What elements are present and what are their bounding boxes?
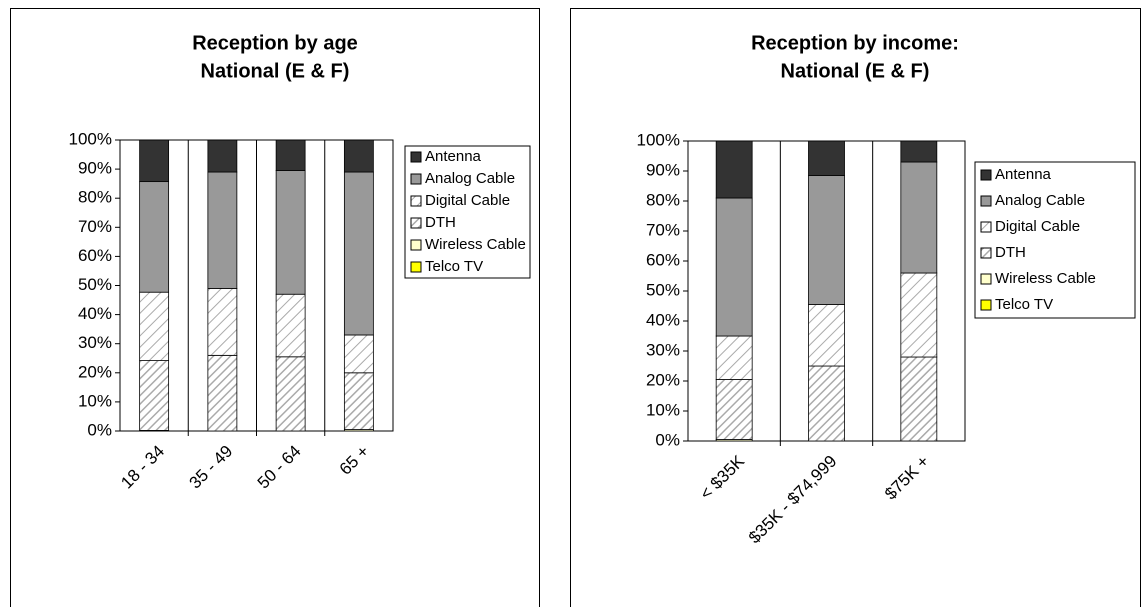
legend-label: Antenna xyxy=(995,166,1052,183)
legend-swatch xyxy=(410,151,422,163)
y-tick-label: 0% xyxy=(87,420,112,439)
bar-segment xyxy=(715,197,753,337)
bar-segment xyxy=(715,379,753,440)
legend-swatch xyxy=(980,195,992,207)
legend-label: Antenna xyxy=(425,148,482,165)
y-tick-label: 80% xyxy=(78,188,112,207)
legend-label: Analog Cable xyxy=(425,170,515,187)
y-tick-label: 20% xyxy=(646,370,680,389)
bar-segment xyxy=(808,304,845,367)
legend-swatch xyxy=(980,169,992,181)
legend-swatch xyxy=(980,221,992,233)
y-tick-label: 50% xyxy=(646,280,680,299)
bar-segment xyxy=(715,140,753,199)
legend-swatch xyxy=(980,273,992,285)
y-tick-label: 60% xyxy=(78,246,112,265)
legend-label: Wireless Cable xyxy=(425,236,526,253)
bar-segment xyxy=(343,334,374,374)
bar-segment xyxy=(808,175,845,305)
bar-segment xyxy=(207,354,238,432)
bar-segment xyxy=(343,139,374,173)
legend-label: Telco TV xyxy=(425,258,483,275)
legend-swatch xyxy=(410,239,422,251)
y-tick-label: 70% xyxy=(78,217,112,236)
y-tick-label: 100% xyxy=(637,130,680,149)
bar-segment xyxy=(343,372,374,430)
legend-swatch xyxy=(410,217,422,229)
legend-label: DTH xyxy=(425,214,456,231)
chart-subtitle: National (E & F) xyxy=(781,60,930,82)
bar-segment xyxy=(139,360,170,431)
legend-label: Wireless Cable xyxy=(995,270,1096,287)
legend-label: Telco TV xyxy=(995,296,1053,313)
y-tick-label: 0% xyxy=(655,430,680,449)
y-tick-label: 60% xyxy=(646,250,680,269)
legend-label: Digital Cable xyxy=(425,192,510,209)
legend-swatch xyxy=(410,261,422,273)
chart-title: Reception by age xyxy=(192,32,358,54)
bar-segment xyxy=(139,139,170,183)
bar-segment xyxy=(139,181,170,293)
bar-segment xyxy=(808,140,845,176)
y-tick-label: 80% xyxy=(646,190,680,209)
legend-box xyxy=(404,145,531,279)
chart-subtitle: National (E & F) xyxy=(201,60,350,82)
bar-segment xyxy=(275,170,306,295)
legend-swatch xyxy=(980,299,992,311)
bar-segment xyxy=(207,139,238,173)
y-tick-label: 50% xyxy=(78,275,112,294)
y-tick-label: 10% xyxy=(646,400,680,419)
legend-label: Digital Cable xyxy=(995,218,1080,235)
legend-swatch xyxy=(980,247,992,259)
y-tick-label: 70% xyxy=(646,220,680,239)
y-tick-label: 100% xyxy=(69,129,112,148)
legend-label: DTH xyxy=(995,244,1026,261)
y-tick-label: 40% xyxy=(78,304,112,323)
bar-segment xyxy=(900,140,938,163)
legend-label: Analog Cable xyxy=(995,192,1085,209)
chart-title: Reception by income: xyxy=(751,32,959,54)
bar-segment xyxy=(900,161,938,274)
y-tick-label: 90% xyxy=(78,159,112,178)
legend-box xyxy=(974,161,1136,319)
legend-swatch xyxy=(410,173,422,185)
bar-segment xyxy=(139,291,170,361)
bar-segment xyxy=(207,288,238,356)
bar-segment xyxy=(343,171,374,336)
y-tick-label: 30% xyxy=(646,340,680,359)
bar-segment xyxy=(808,365,845,442)
y-tick-label: 20% xyxy=(78,362,112,381)
y-tick-label: 90% xyxy=(646,160,680,179)
bar-segment xyxy=(275,139,306,171)
bar-segment xyxy=(715,335,753,380)
y-tick-label: 40% xyxy=(646,310,680,329)
bar-segment xyxy=(207,171,238,289)
y-tick-label: 30% xyxy=(78,333,112,352)
bar-segment xyxy=(900,356,938,442)
panel-frame xyxy=(10,8,540,607)
bar-segment xyxy=(275,356,306,432)
y-tick-label: 10% xyxy=(78,391,112,410)
legend-swatch xyxy=(410,195,422,207)
bar-segment xyxy=(275,293,306,358)
bar-segment xyxy=(900,272,938,358)
